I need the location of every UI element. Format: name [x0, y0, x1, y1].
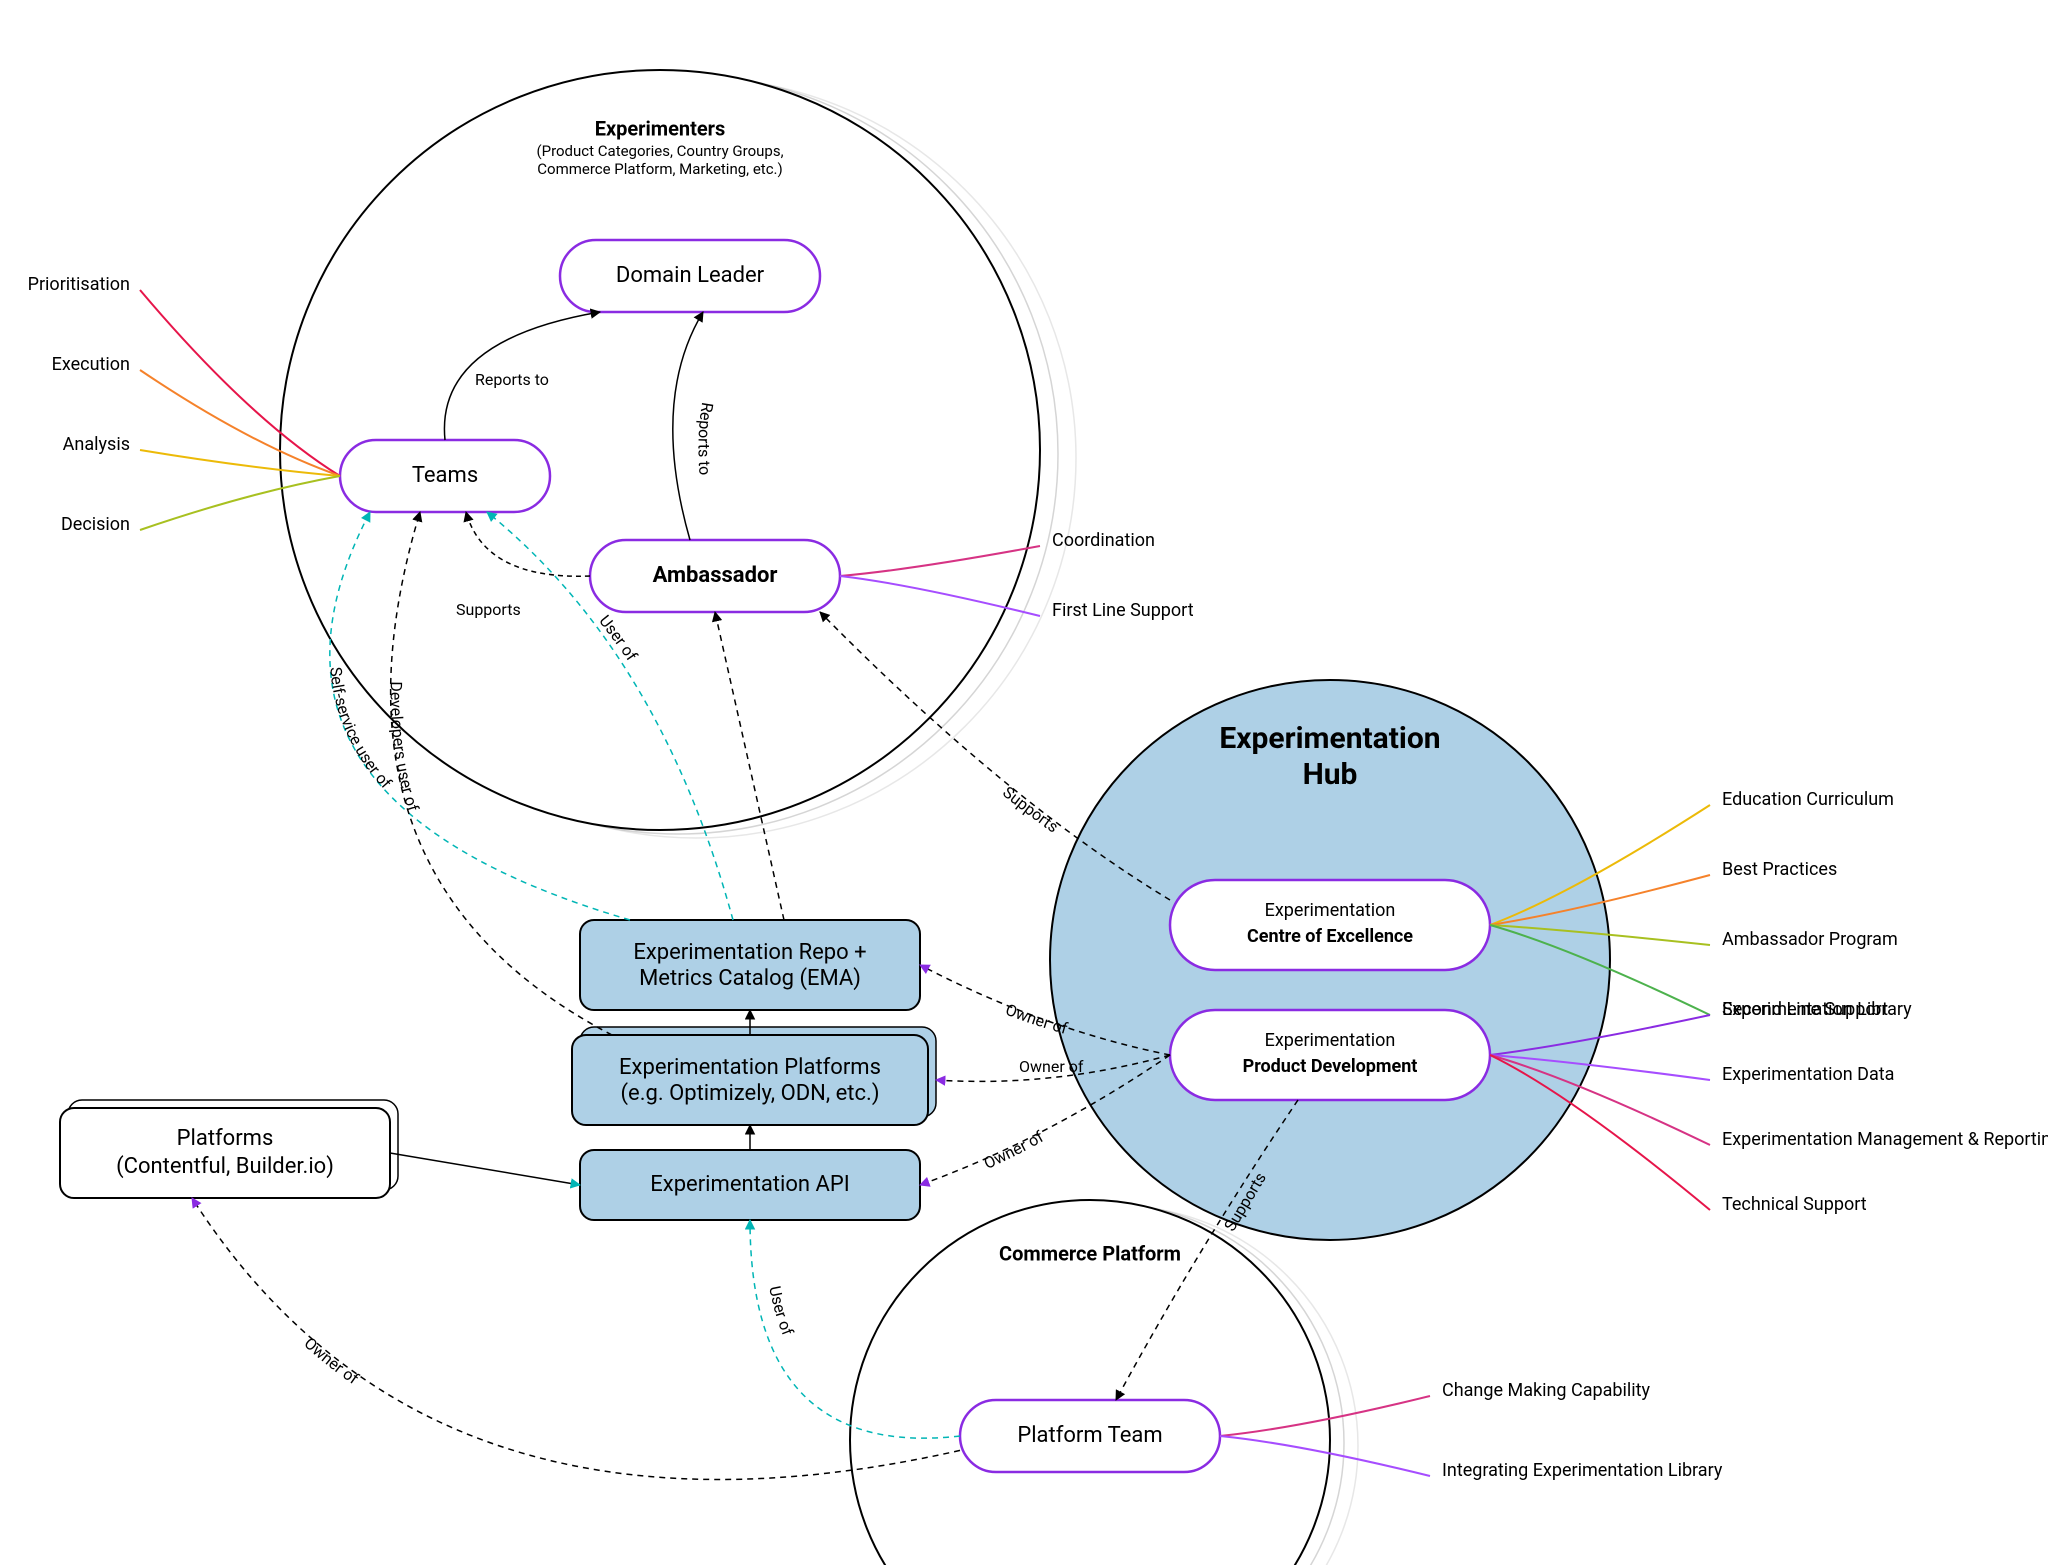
- svg-text:Commerce Platform, Marketing,: Commerce Platform, Marketing, etc.): [537, 160, 782, 178]
- contentful-line2: (Contentful, Builder.io): [116, 1154, 334, 1179]
- edge-owner-contentful-label: Owner of: [301, 1334, 363, 1389]
- hub-coe-node-l1: Experimentation: [1265, 900, 1396, 921]
- coe-branch-label: Best Practices: [1722, 859, 1837, 880]
- contentful-line1: Platforms: [177, 1126, 274, 1151]
- repo-line2: Metrics Catalog (EMA): [639, 966, 861, 991]
- pd-branch-label: Technical Support: [1722, 1194, 1867, 1215]
- diagram-canvas: Experimenters (Product Categories, Countr…: [0, 0, 2048, 1565]
- exp-api-label: Experimentation API: [650, 1172, 849, 1197]
- edge-owner-contentful: [192, 1198, 960, 1479]
- coe-branch-label: Education Curriculum: [1722, 789, 1894, 810]
- ambassador-label: Ambassador: [653, 563, 778, 588]
- svg-text:Hub: Hub: [1303, 757, 1358, 792]
- owner-label-2: Owner of: [1019, 1057, 1084, 1076]
- edge-ambassador-teams-label: Supports: [456, 600, 521, 619]
- pd-branch-label: Experimentation Data: [1722, 1064, 1894, 1085]
- hub-coe-node-l2: Centre of Excellence: [1247, 926, 1413, 947]
- teams-branch-label: Decision: [61, 514, 130, 535]
- commerce-branch-label: Change Making Capability: [1442, 1380, 1651, 1401]
- edge-coe-supports-label: Supports: [999, 782, 1062, 836]
- teams-branch-label: Prioritisation: [28, 274, 130, 295]
- edge-contentful-api: [390, 1153, 580, 1185]
- pd-branch-label: Experimentation Library: [1722, 999, 1912, 1020]
- experimenters-title: Experimenters: [595, 116, 726, 140]
- exp-platforms-line1: Experimentation Platforms: [619, 1055, 881, 1080]
- platform-team-label: Platform Team: [1017, 1423, 1162, 1448]
- teams-label: Teams: [412, 463, 478, 488]
- coe-branch-label: Ambassador Program: [1722, 929, 1898, 950]
- edge-teams-domain-label: Reports to: [475, 370, 549, 389]
- commerce-branch-label: Integrating Experimentation Library: [1442, 1460, 1723, 1481]
- ambassador-branch-label: First Line Support: [1052, 600, 1194, 621]
- experimenters-subtitle: (Product Categories, Country Groups,: [536, 142, 783, 160]
- edge-platteam-userof-label: User of: [765, 1284, 797, 1338]
- commerce-title: Commerce Platform: [999, 1241, 1181, 1265]
- hub-pd-node-l1: Experimentation: [1265, 1030, 1396, 1051]
- repo-line1: Experimentation Repo +: [633, 940, 866, 965]
- domain-leader-label: Domain Leader: [616, 263, 765, 288]
- pd-branch-label: Experimentation Management & Reporting: [1722, 1129, 2048, 1150]
- owner-label-3: Owner of: [981, 1127, 1047, 1173]
- teams-branch-label: Analysis: [63, 434, 130, 455]
- hub-pd-node-l2: Product Development: [1243, 1056, 1418, 1077]
- ambassador-branch-label: Coordination: [1052, 530, 1155, 551]
- exp-platforms-line2: (e.g. Optimizely, ODN, etc.): [621, 1081, 880, 1106]
- teams-branch-label: Execution: [52, 354, 130, 375]
- hub-title: Experimentation: [1219, 721, 1440, 756]
